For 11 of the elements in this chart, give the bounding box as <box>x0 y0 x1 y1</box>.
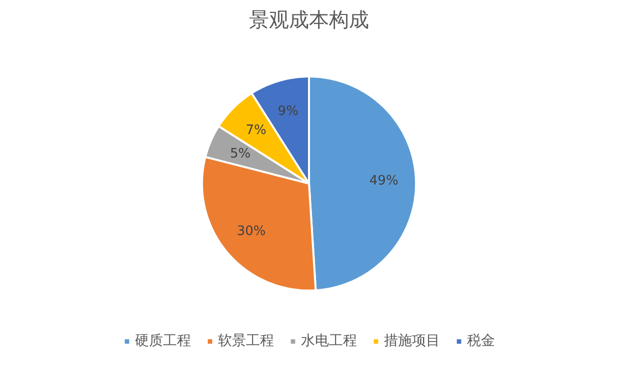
chart-title: 景观成本构成 <box>249 8 369 32</box>
legend-label: 软景工程 <box>218 332 274 350</box>
legend-label: 措施项目 <box>384 332 440 350</box>
legend-label: 水电工程 <box>301 332 357 350</box>
data-label: 9% <box>278 104 298 120</box>
data-label: 30% <box>236 224 266 239</box>
data-label: 7% <box>246 123 266 138</box>
data-label: 49% <box>369 174 398 189</box>
legend-label: 硬质工程 <box>135 332 191 350</box>
legend-label: 税金 <box>467 332 495 350</box>
data-label: 5% <box>230 146 251 162</box>
